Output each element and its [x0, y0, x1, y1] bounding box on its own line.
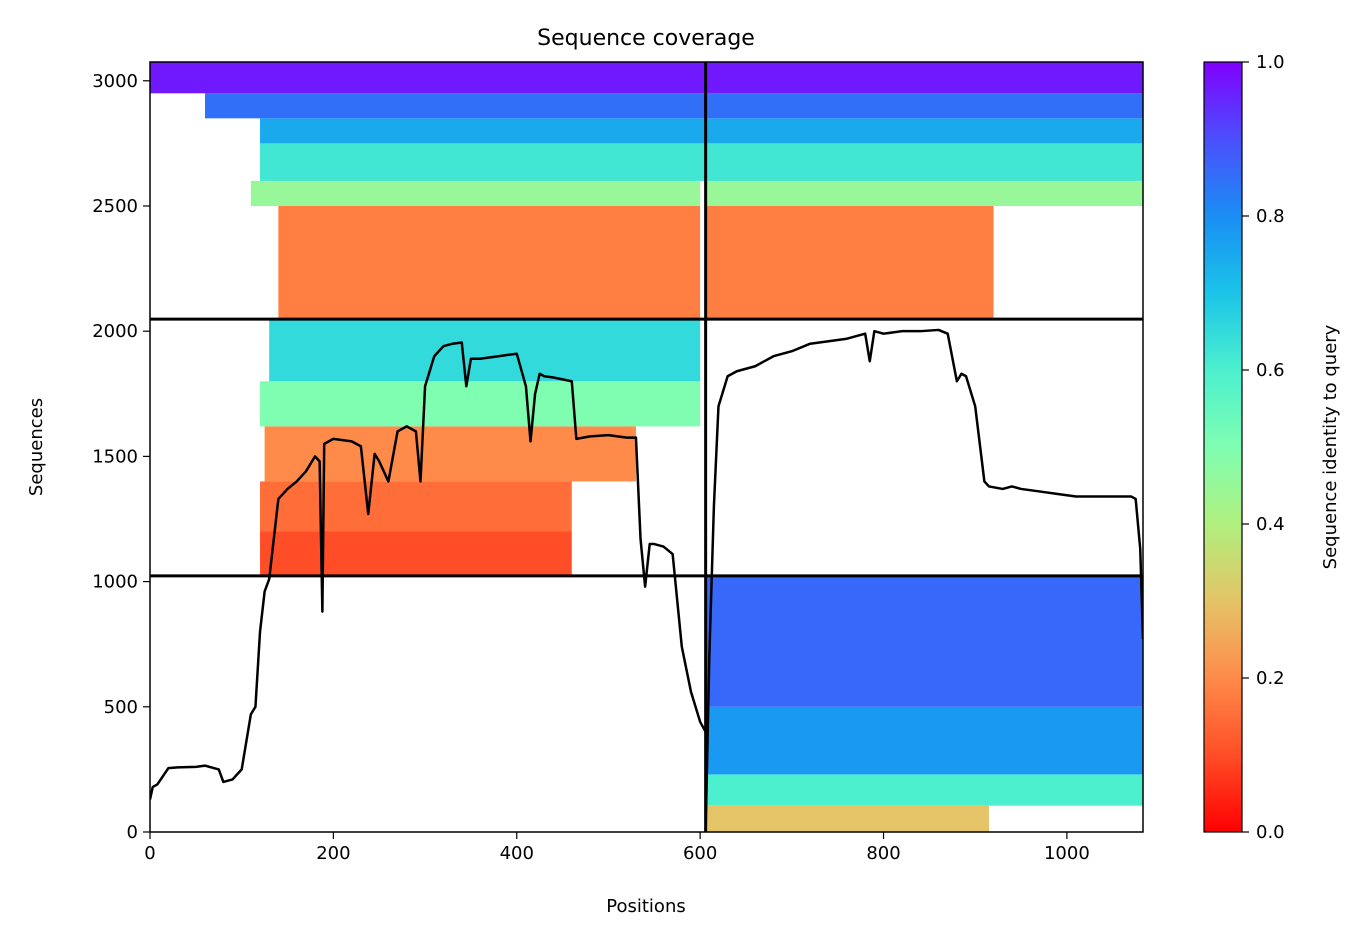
- coverage-band: [205, 93, 706, 119]
- chart-title: Sequence coverage: [537, 26, 755, 51]
- coverage-band: [705, 774, 1143, 806]
- coverage-lines: [150, 328, 1143, 832]
- coverage-band: [260, 481, 572, 532]
- y-tick-label: 3000: [92, 71, 138, 92]
- y-tick-label: 0: [127, 822, 138, 843]
- colorbar-tick-label: 0.4: [1256, 514, 1285, 535]
- y-tick-label: 1000: [92, 572, 138, 593]
- coverage-block-1: [150, 62, 706, 320]
- coverage-band: [705, 118, 1143, 144]
- coverage-band: [705, 575, 1143, 707]
- colorbar-tick-label: 0.6: [1256, 360, 1285, 381]
- x-tick-label: 600: [683, 843, 717, 864]
- colorbar-tick-label: 0.8: [1256, 206, 1285, 227]
- y-tick-label: 2500: [92, 196, 138, 217]
- coverage-band: [705, 93, 1143, 119]
- coverage-line-chain-a: [150, 341, 707, 800]
- y-axis-label: Sequences: [26, 398, 47, 496]
- coverage-band: [705, 180, 1143, 206]
- coverage-block-4: [705, 575, 1143, 832]
- y-tick-label: 500: [104, 697, 138, 718]
- x-tick-label: 400: [500, 843, 534, 864]
- plot-frame: [149, 61, 1144, 833]
- x-tick-label: 200: [316, 843, 350, 864]
- colorbar-ticks: 0.0 0.2 0.4 0.6 0.8 1.0: [1242, 52, 1285, 843]
- coverage-band: [705, 62, 1143, 94]
- coverage-band: [150, 62, 706, 94]
- colorbar-tick-label: 0.2: [1256, 668, 1285, 689]
- y-tick-label: 1500: [92, 446, 138, 467]
- x-axis: 0 200 400 600 800 1000: [144, 832, 1090, 864]
- x-tick-label: 800: [866, 843, 900, 864]
- coverage-band: [705, 143, 1143, 181]
- colorbar-label: Sequence identity to query: [1320, 324, 1341, 569]
- coverage-band: [705, 805, 989, 832]
- coverage-band: [705, 205, 994, 320]
- coverage-band: [260, 143, 706, 181]
- coverage-band: [260, 531, 572, 576]
- y-tick-label: 2000: [92, 321, 138, 342]
- x-axis-label: Positions: [606, 896, 685, 917]
- coverage-heatmap: [150, 62, 1143, 832]
- x-tick-label: 1000: [1044, 843, 1090, 864]
- coverage-band: [705, 706, 1143, 775]
- y-axis: 0 500 1000 1500 2000 2500 3000: [92, 71, 150, 843]
- coverage-band: [250, 180, 701, 206]
- coverage-band: [260, 381, 701, 427]
- coverage-block-3: [260, 319, 701, 576]
- coverage-band: [278, 205, 701, 320]
- coverage-block-2: [705, 62, 1143, 320]
- coverage-band: [260, 118, 706, 144]
- colorbar-tick-label: 0.0: [1256, 822, 1285, 843]
- colorbar-tick-label: 1.0: [1256, 52, 1285, 73]
- coverage-line-chain-b: [704, 328, 1143, 832]
- colorbar: [1203, 61, 1243, 833]
- coverage-band: [264, 426, 636, 482]
- x-tick-label: 0: [144, 843, 155, 864]
- coverage-band: [269, 319, 701, 382]
